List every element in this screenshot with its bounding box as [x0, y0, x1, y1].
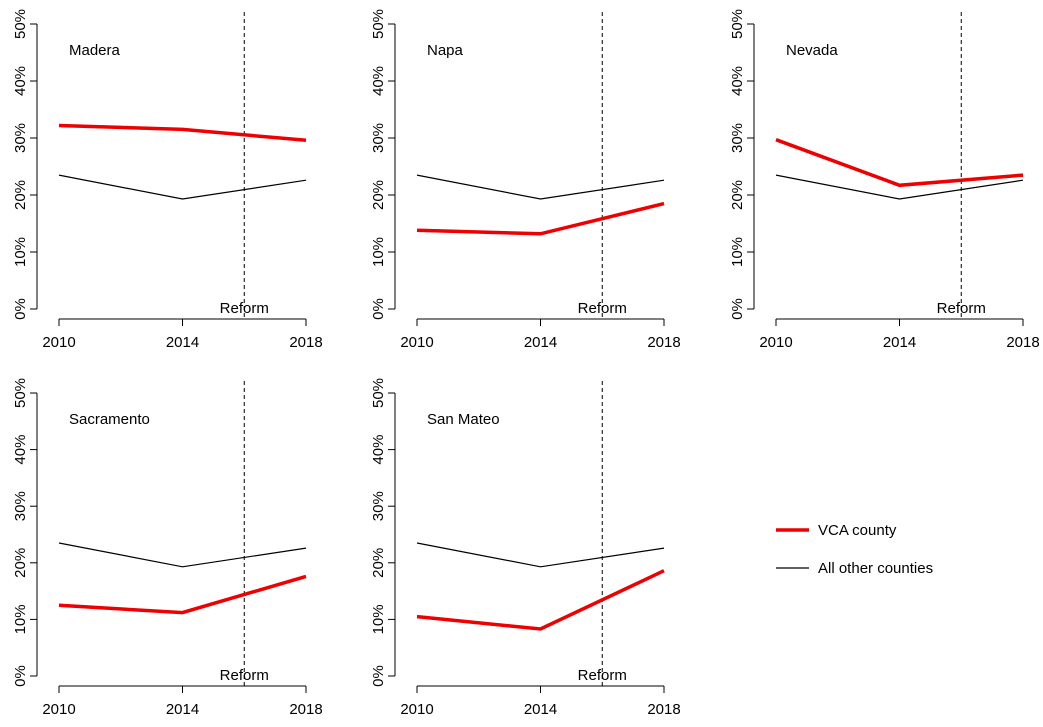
- y-tick-label: 50%: [729, 9, 746, 39]
- reform-label: Reform: [937, 300, 986, 317]
- panel-2: 0% 10% 20% 30% 40% 50% 2010 2014 2018 Reform Nevad…: [729, 9, 1040, 351]
- series-line-all-other-counties: [58, 174, 307, 200]
- y-tick-label: 50%: [12, 9, 29, 39]
- series-line-vca-county: [775, 138, 1024, 188]
- y-tick-label: 30%: [370, 491, 387, 521]
- panel-title: San Mateo: [427, 411, 500, 428]
- y-tick-label: 40%: [12, 66, 29, 96]
- y-tick-label: 30%: [370, 123, 387, 153]
- panel-title: Napa: [427, 42, 464, 59]
- x-tick-label: 2018: [647, 701, 680, 718]
- legend-label: All other counties: [818, 560, 933, 577]
- x-tick-label: 2018: [647, 334, 680, 351]
- y-tick-label: 0%: [729, 298, 746, 320]
- reform-label: Reform: [578, 300, 627, 317]
- y-tick-label: 20%: [729, 180, 746, 210]
- x-tick-label: 2010: [42, 701, 75, 718]
- y-tick-label: 10%: [12, 604, 29, 634]
- reform-label: Reform: [578, 667, 627, 684]
- y-tick-label: 0%: [370, 298, 387, 320]
- y-tick-label: 10%: [370, 237, 387, 267]
- legend-label: VCA county: [818, 522, 897, 539]
- legend: VCA county All other counties: [776, 522, 933, 577]
- x-tick-label: 2014: [524, 334, 557, 351]
- y-tick-label: 20%: [370, 548, 387, 578]
- series-line-vca-county: [58, 574, 307, 615]
- y-tick-label: 50%: [12, 378, 29, 408]
- y-tick-label: 0%: [12, 665, 29, 687]
- series-line-all-other-counties: [775, 174, 1024, 200]
- x-tick-label: 2018: [289, 701, 322, 718]
- x-tick-label: 2010: [42, 334, 75, 351]
- y-tick-label: 40%: [12, 435, 29, 465]
- y-tick-label: 10%: [370, 604, 387, 634]
- panel-4: 0% 10% 20% 30% 40% 50% 2010 2014 2018 Reform San M…: [370, 378, 681, 718]
- y-tick-label: 30%: [12, 491, 29, 521]
- panel-0: 0% 10% 20% 30% 40% 50% 2010 2014 2018 Reform Mader…: [12, 9, 323, 351]
- panel-title: Sacramento: [69, 411, 150, 428]
- y-tick-label: 0%: [370, 665, 387, 687]
- y-tick-label: 10%: [12, 237, 29, 267]
- series-line-all-other-counties: [416, 174, 665, 200]
- y-tick-label: 30%: [729, 123, 746, 153]
- x-tick-label: 2010: [400, 334, 433, 351]
- series-line-vca-county: [58, 123, 307, 143]
- x-tick-label: 2014: [166, 334, 199, 351]
- series-line-all-other-counties: [58, 542, 307, 568]
- y-tick-label: 40%: [370, 435, 387, 465]
- y-tick-label: 40%: [370, 66, 387, 96]
- panel-title: Nevada: [786, 42, 838, 59]
- panel-3: 0% 10% 20% 30% 40% 50% 2010 2014 2018 Reform Sacra…: [12, 378, 323, 718]
- y-tick-label: 50%: [370, 9, 387, 39]
- x-tick-label: 2018: [289, 334, 322, 351]
- x-tick-label: 2014: [883, 334, 916, 351]
- x-tick-label: 2014: [166, 701, 199, 718]
- panel-1: 0% 10% 20% 30% 40% 50% 2010 2014 2018 Reform Napa: [370, 9, 681, 351]
- reform-label: Reform: [220, 300, 269, 317]
- x-tick-label: 2014: [524, 701, 557, 718]
- y-tick-label: 30%: [12, 123, 29, 153]
- y-tick-label: 40%: [729, 66, 746, 96]
- series-line-vca-county: [416, 201, 665, 236]
- y-tick-label: 0%: [12, 298, 29, 320]
- x-tick-label: 2010: [400, 701, 433, 718]
- reform-label: Reform: [220, 667, 269, 684]
- panel-title: Madera: [69, 42, 121, 59]
- y-tick-label: 20%: [12, 180, 29, 210]
- series-line-vca-county: [416, 569, 665, 631]
- x-tick-label: 2018: [1006, 334, 1039, 351]
- y-tick-label: 10%: [729, 237, 746, 267]
- y-tick-label: 20%: [370, 180, 387, 210]
- y-tick-label: 50%: [370, 378, 387, 408]
- x-tick-label: 2010: [759, 334, 792, 351]
- series-line-all-other-counties: [416, 542, 665, 568]
- y-tick-label: 20%: [12, 548, 29, 578]
